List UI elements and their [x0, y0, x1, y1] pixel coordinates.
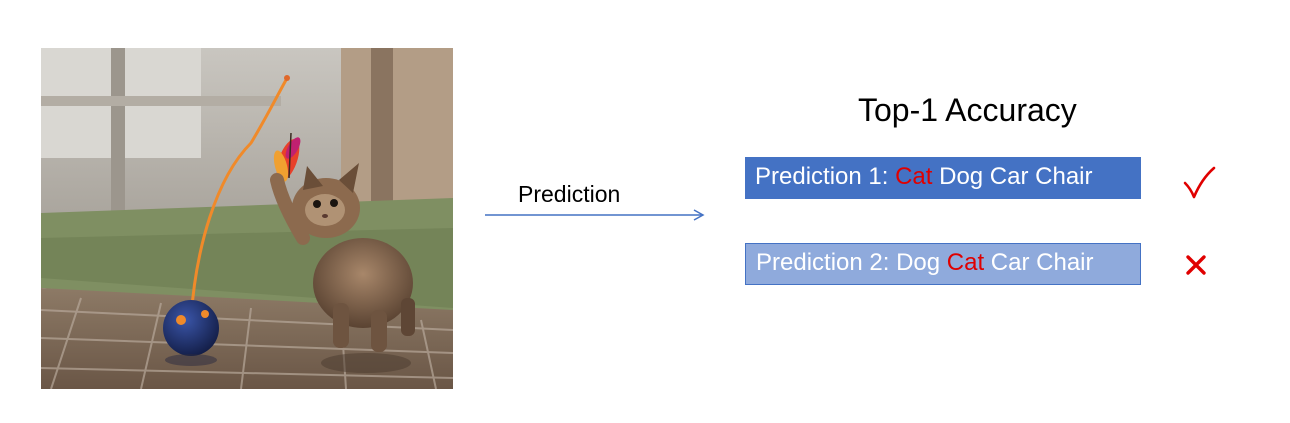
prediction-2-after: Car Chair: [984, 249, 1094, 276]
kitten-photo: [41, 48, 453, 389]
prediction-2-before: Dog: [896, 249, 947, 276]
prediction-1-prefix: Prediction 1:: [755, 163, 896, 190]
prediction-arrow: [485, 209, 705, 221]
arrow-label: Prediction: [518, 181, 621, 207]
prediction-box-2: Prediction 2: Dog Cat Car Chair: [745, 243, 1141, 285]
prediction-1-after: Dog Car Chair: [932, 163, 1093, 190]
prediction-1-correct-label: Cat: [895, 163, 933, 190]
prediction-box-1: Prediction 1: Cat Dog Car Chair: [745, 157, 1141, 199]
prediction-2-prefix: Prediction 2:: [756, 249, 897, 276]
check-icon: [1183, 166, 1216, 199]
diagram-title: Top-1 Accuracy: [858, 92, 1077, 128]
prediction-2-correct-label: Cat: [946, 249, 985, 276]
cross-icon: [1186, 255, 1206, 275]
